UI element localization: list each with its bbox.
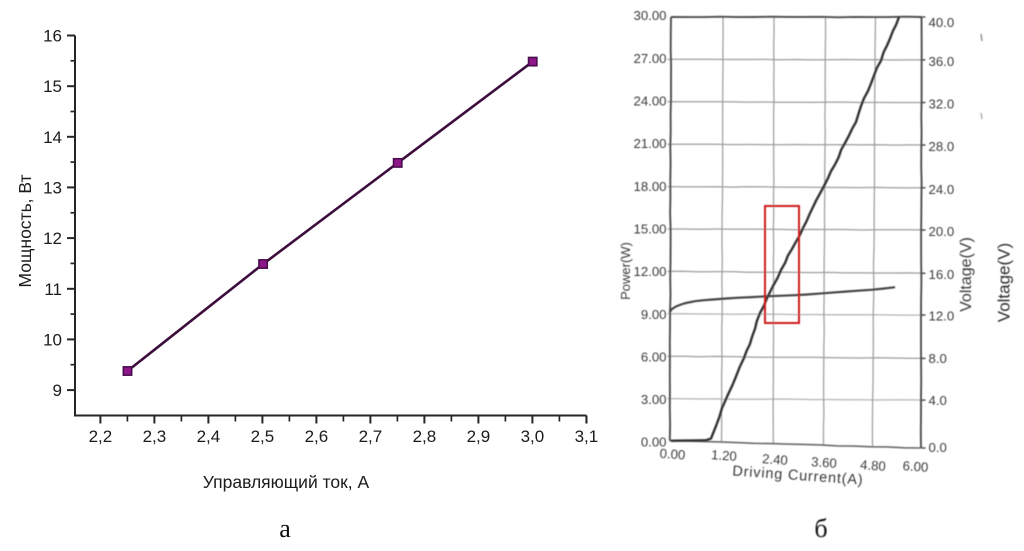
svg-text:6.00: 6.00 (902, 458, 929, 475)
svg-text:8.0: 8.0 (929, 351, 947, 366)
svg-text:1.20: 1.20 (711, 447, 738, 464)
svg-text:0.00: 0.00 (659, 446, 686, 463)
svg-text:4.80: 4.80 (860, 457, 887, 474)
svg-text:10: 10 (43, 331, 62, 350)
svg-text:3,1: 3,1 (575, 427, 599, 446)
svg-text:Мощность, Вт: Мощность, Вт (15, 174, 35, 287)
svg-text:9.00: 9.00 (641, 307, 667, 322)
svg-text:24.0: 24.0 (929, 182, 955, 197)
svg-text:16.0: 16.0 (929, 267, 955, 282)
svg-text:36.0: 36.0 (929, 54, 955, 69)
svg-text:20.0: 20.0 (929, 224, 955, 239)
svg-text:30.00: 30.00 (633, 8, 666, 23)
svg-text:2,2: 2,2 (89, 427, 113, 446)
svg-text:3.60: 3.60 (811, 454, 838, 471)
svg-text:3.00: 3.00 (641, 392, 667, 407)
svg-text:2,3: 2,3 (143, 427, 167, 446)
svg-text:4.0: 4.0 (929, 393, 947, 408)
svg-text:21.00: 21.00 (633, 136, 666, 151)
svg-text:2,8: 2,8 (413, 427, 437, 446)
svg-text:Управляющий ток, А: Управляющий ток, А (203, 472, 370, 492)
svg-text:14: 14 (43, 128, 62, 147)
svg-text:2.40: 2.40 (762, 451, 789, 468)
svg-text:2,4: 2,4 (197, 427, 221, 446)
svg-text:Voltage(V): Voltage(V) (995, 243, 1014, 322)
svg-text:40.0: 40.0 (929, 15, 955, 30)
svg-text:б: б (814, 514, 827, 543)
svg-text:13: 13 (43, 179, 62, 198)
svg-text:Power(W): Power(W) (618, 242, 633, 300)
svg-text:2,5: 2,5 (251, 427, 275, 446)
svg-text:Voltage(V): Voltage(V) (958, 237, 975, 312)
svg-text:0.00: 0.00 (641, 435, 667, 450)
svg-text:12.0: 12.0 (929, 309, 955, 324)
svg-text:11: 11 (44, 280, 62, 299)
svg-text:27.00: 27.00 (633, 51, 666, 66)
svg-text:12.00: 12.00 (633, 264, 666, 279)
svg-text:9: 9 (53, 381, 62, 400)
svg-text:0.0: 0.0 (929, 440, 947, 455)
svg-text:28.0: 28.0 (929, 139, 955, 154)
svg-text:24.00: 24.00 (633, 94, 666, 109)
svg-text:2,7: 2,7 (359, 427, 383, 446)
svg-text:15: 15 (43, 77, 62, 96)
svg-text:15.00: 15.00 (633, 222, 666, 237)
svg-text:2,6: 2,6 (305, 427, 329, 446)
svg-text:2,9: 2,9 (467, 427, 491, 446)
svg-text:а: а (279, 514, 291, 543)
svg-text:3,0: 3,0 (521, 427, 545, 446)
svg-text:6.00: 6.00 (641, 350, 667, 365)
svg-text:16: 16 (43, 27, 62, 46)
svg-text:12: 12 (43, 229, 62, 248)
svg-text:32.0: 32.0 (929, 97, 955, 112)
svg-text:18.00: 18.00 (633, 179, 666, 194)
